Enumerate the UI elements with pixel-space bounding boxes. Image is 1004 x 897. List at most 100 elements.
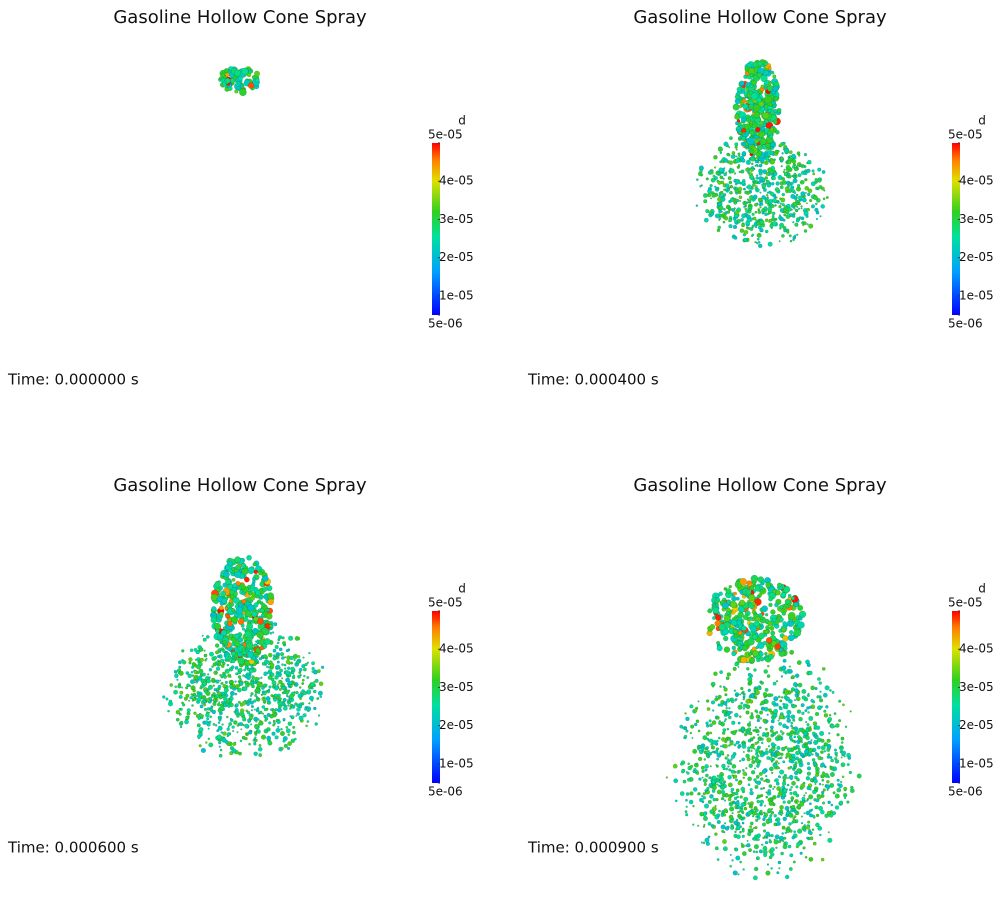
droplet	[789, 630, 793, 634]
droplet	[236, 607, 243, 614]
droplet	[688, 766, 692, 770]
droplet	[268, 722, 271, 725]
droplet	[812, 732, 815, 735]
droplet	[761, 707, 765, 711]
droplet	[694, 709, 697, 712]
droplet	[731, 754, 735, 758]
droplet	[794, 699, 796, 701]
droplet	[236, 714, 239, 717]
droplet	[763, 641, 767, 645]
droplet	[253, 743, 256, 746]
droplet	[222, 672, 224, 674]
droplet	[792, 221, 794, 223]
droplet	[782, 732, 784, 734]
droplet	[230, 691, 235, 696]
droplet	[753, 181, 755, 183]
droplet	[717, 790, 722, 795]
droplet	[718, 785, 720, 787]
droplet	[776, 680, 778, 682]
droplet	[734, 831, 736, 833]
droplet	[811, 686, 815, 690]
droplet	[774, 814, 777, 817]
droplet	[740, 817, 743, 820]
droplet	[718, 181, 722, 185]
droplet	[264, 672, 268, 676]
droplet	[206, 698, 210, 702]
droplet	[743, 133, 747, 137]
droplet	[722, 794, 725, 797]
droplet	[673, 764, 677, 768]
droplet	[225, 694, 228, 697]
droplet	[828, 831, 830, 833]
droplet	[696, 205, 698, 207]
droplet	[242, 675, 244, 677]
droplet	[218, 701, 220, 703]
colorbar-tick-label: 5e-06	[428, 785, 463, 799]
droplet	[238, 675, 241, 678]
droplet	[712, 686, 714, 688]
droplet	[725, 693, 728, 696]
droplet	[801, 712, 804, 715]
droplet	[830, 772, 835, 777]
droplet	[732, 764, 736, 768]
droplet	[717, 645, 723, 651]
droplet	[815, 823, 819, 827]
panel-title: Gasoline Hollow Cone Spray	[633, 7, 887, 28]
droplet	[751, 750, 753, 752]
droplet	[756, 839, 758, 841]
droplet	[288, 701, 290, 703]
droplet	[809, 788, 811, 790]
droplet	[240, 740, 242, 742]
droplet	[225, 579, 231, 585]
droplet	[840, 746, 842, 748]
droplet	[797, 710, 801, 714]
droplet	[222, 649, 225, 652]
droplet	[727, 759, 729, 761]
droplet	[763, 787, 765, 789]
droplet	[251, 709, 253, 711]
droplet	[180, 721, 183, 724]
droplet	[778, 840, 781, 843]
droplet	[736, 835, 740, 839]
droplet	[771, 146, 774, 149]
colorbar-tick-label: 2e-05	[959, 250, 994, 264]
droplet	[738, 666, 740, 668]
droplet	[707, 193, 711, 197]
droplet	[277, 700, 279, 702]
droplet	[254, 570, 258, 574]
droplet	[222, 723, 224, 725]
droplet	[208, 743, 213, 748]
droplet	[811, 739, 813, 741]
droplet	[815, 752, 817, 754]
droplet	[690, 725, 694, 729]
droplet	[738, 781, 742, 785]
droplet	[254, 617, 259, 622]
droplet	[761, 606, 767, 612]
droplet	[755, 758, 760, 763]
droplet	[321, 666, 324, 669]
droplet	[755, 127, 760, 132]
droplet	[749, 130, 754, 135]
colorbar-tick-label: 2e-05	[959, 718, 994, 732]
droplet	[203, 638, 207, 642]
droplet	[821, 706, 823, 708]
droplet	[777, 583, 782, 588]
droplet	[789, 736, 792, 739]
droplet	[773, 86, 779, 92]
droplet	[253, 739, 255, 741]
droplet	[752, 234, 754, 236]
droplet	[763, 850, 768, 855]
droplet	[242, 568, 249, 575]
droplet	[765, 219, 768, 222]
droplet	[704, 783, 707, 786]
droplet	[751, 166, 754, 169]
droplet	[766, 756, 769, 759]
droplet	[810, 726, 812, 728]
droplet	[736, 796, 738, 798]
droplet	[738, 873, 740, 875]
droplet	[763, 188, 766, 191]
droplet	[766, 637, 772, 643]
figure: Gasoline Hollow Cone SprayTime: 0.000000…	[0, 0, 1004, 897]
droplet	[711, 824, 714, 827]
droplet	[792, 817, 794, 819]
